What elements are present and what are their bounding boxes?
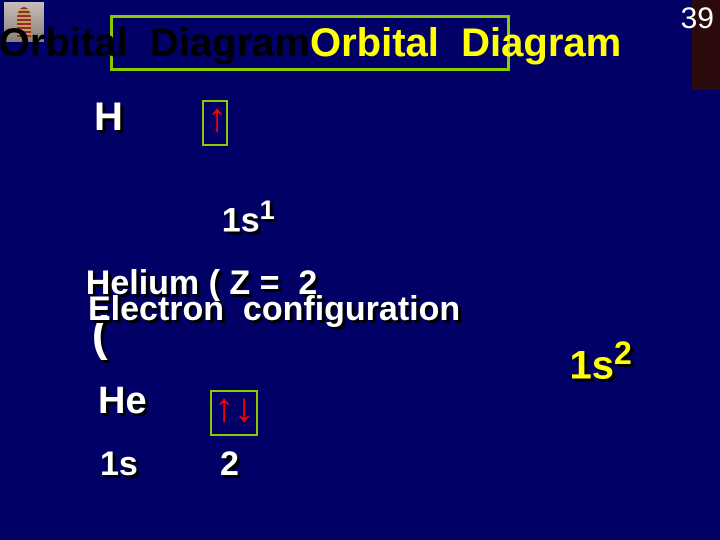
he-orbital-box: ↑ ↓ bbox=[210, 390, 258, 436]
slide-root: 39 Orbital Diagram Orbital Diagram H H ↑… bbox=[0, 0, 720, 540]
econfig-notation: 1s2 bbox=[525, 290, 632, 433]
he-count: 2 bbox=[220, 445, 239, 484]
page-number: 39 bbox=[681, 2, 714, 36]
he-arrow-down-icon: ↓ bbox=[234, 388, 254, 428]
econfig-notation-base: 1s bbox=[569, 343, 614, 387]
title-box: Orbital Diagram Orbital Diagram bbox=[110, 15, 510, 71]
he-label: He bbox=[98, 380, 147, 423]
h-orbital-box: ↑ bbox=[202, 100, 228, 146]
econfig-notation-sup: 2 bbox=[614, 335, 632, 371]
h-arrow-up-icon: ↑ bbox=[204, 98, 230, 138]
he-1s-label: 1s bbox=[100, 445, 138, 484]
he-arrow-up-icon: ↑ bbox=[214, 388, 234, 428]
h-notation-sup: 1 bbox=[260, 194, 275, 225]
title-text: Orbital Diagram bbox=[310, 21, 621, 66]
title-shadow: Orbital Diagram bbox=[0, 21, 310, 66]
h-label: H bbox=[94, 95, 123, 140]
econfig-label: Electron configuration bbox=[88, 290, 460, 329]
